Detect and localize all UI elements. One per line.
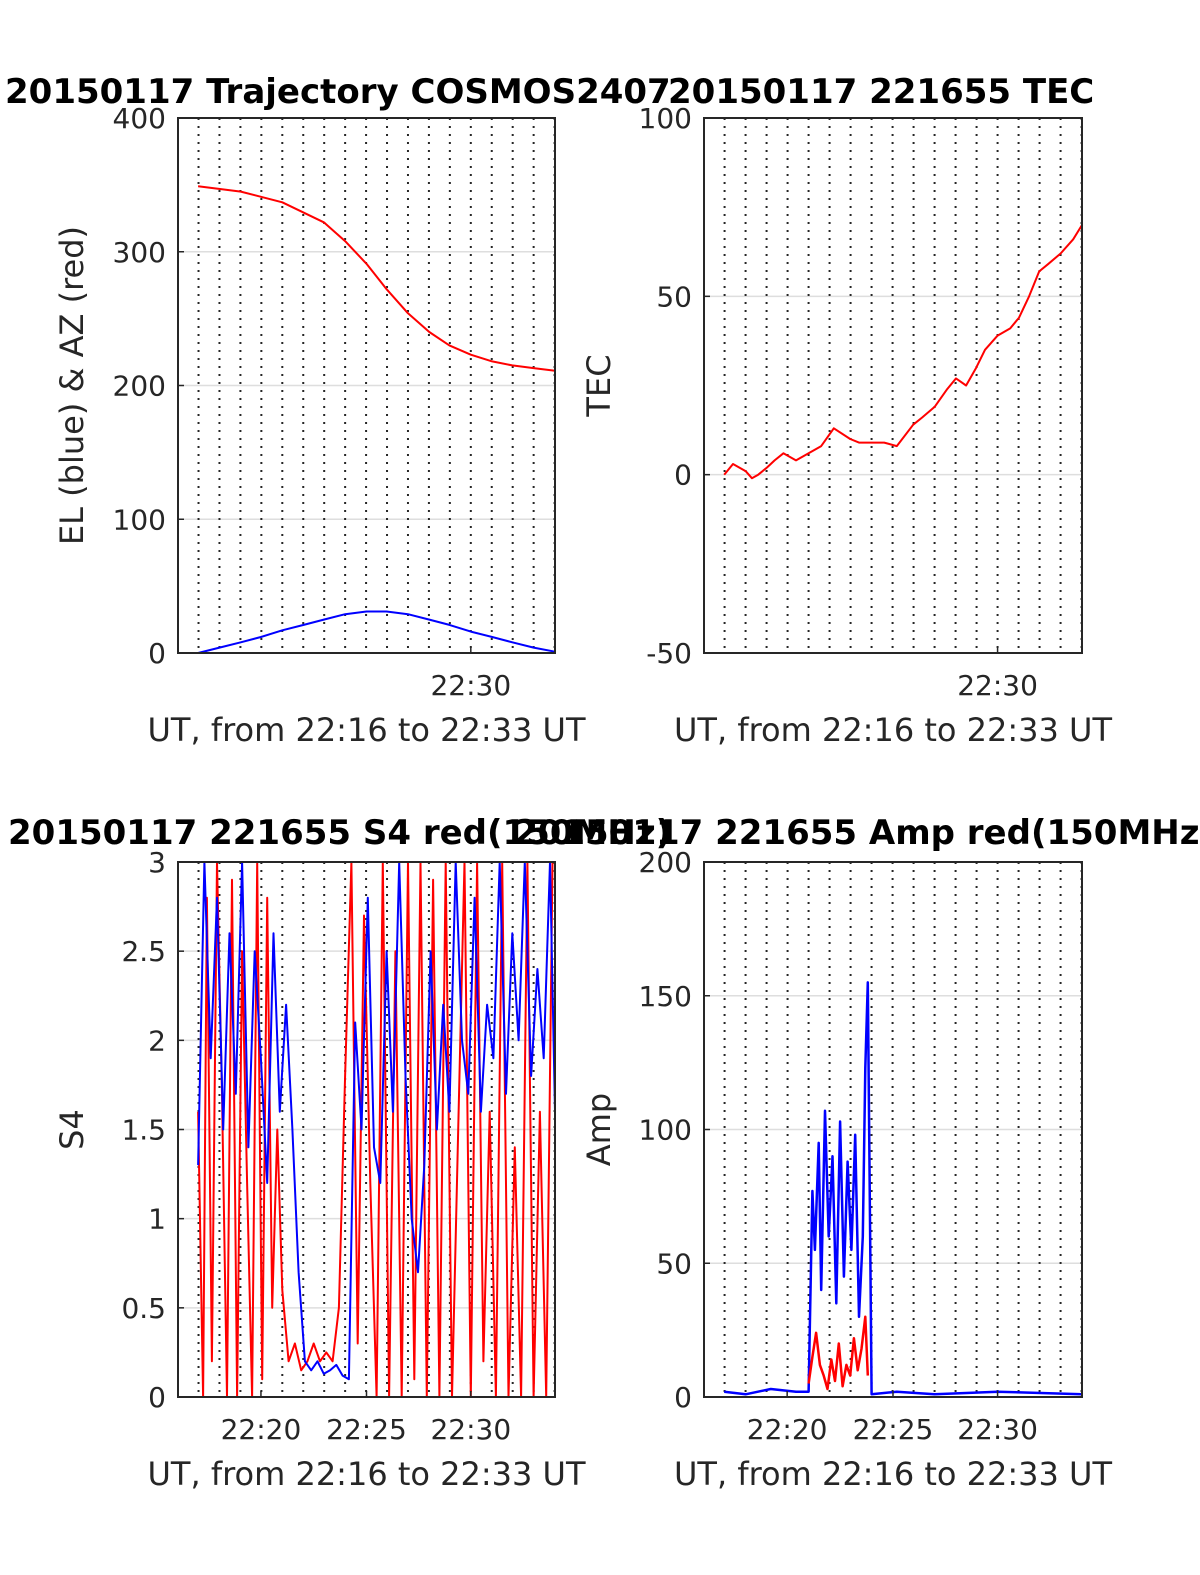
- panel-amp: 0 50 100 150 200 22:20 22:25 22:30 20150117 221…: [514, 813, 1200, 1493]
- x-axis-label: UT, from 22:16 to 22:33 UT: [674, 1455, 1112, 1493]
- chart-title: 20150117 221655 TEC: [668, 72, 1094, 112]
- y-tick-label: 50: [656, 1247, 692, 1280]
- y-axis-label: EL (blue) & AZ (red): [53, 226, 91, 545]
- y-tick-label: 100: [113, 503, 166, 536]
- y-tick-label: 0: [148, 637, 166, 670]
- x-tick-label: 22:20: [221, 1413, 302, 1446]
- x-tick-label: 22:30: [957, 1413, 1038, 1446]
- chart-title: 20150117 221655 Amp red(150MHz): [514, 813, 1200, 853]
- y-tick-label: 2.5: [121, 935, 166, 968]
- panel-s4: 0 0.5 1 1.5 2 2.5 3 22:20 22:25 22:30 20150117 22…: [8, 813, 671, 1493]
- plot-frame: [703, 117, 1083, 654]
- series-line-0: [197, 185, 556, 372]
- y-tick-label: 150: [639, 980, 692, 1013]
- y-tick-label: 100: [639, 102, 692, 135]
- panel-tec: -50 0 50 100 22:30 20150117 221655 TEC UT, f…: [580, 72, 1112, 749]
- y-tick-label: 0: [674, 1381, 692, 1414]
- y-tick-label: 50: [656, 280, 692, 313]
- x-axis-label: UT, from 22:16 to 22:33 UT: [148, 1455, 586, 1493]
- y-tick-label: 1: [148, 1203, 166, 1236]
- y-tick-label: 2: [148, 1024, 166, 1057]
- series-line-0: [724, 981, 1083, 1396]
- y-tick-label: 200: [639, 846, 692, 879]
- y-tick-label: 0: [674, 459, 692, 492]
- x-tick-label: 22:25: [853, 1413, 934, 1446]
- x-tick-label: 22:30: [430, 1413, 511, 1446]
- x-axis-label: UT, from 22:16 to 22:33 UT: [674, 711, 1112, 749]
- y-tick-label: 300: [113, 236, 166, 269]
- series-line-0: [197, 861, 554, 1398]
- y-axis-label: S4: [53, 1109, 91, 1150]
- x-tick-label: 22:30: [957, 669, 1038, 702]
- chart-title: 20150117 Trajectory COSMOS2407: [5, 72, 671, 112]
- series-line-0: [723, 224, 1083, 480]
- y-axis-label: TEC: [580, 354, 618, 417]
- y-tick-label: 0.5: [121, 1292, 166, 1325]
- series-line-1: [197, 861, 556, 1381]
- panel-trajectory: 0 100 200 300 400 22:30 20150117 Trajectory C…: [5, 72, 671, 749]
- y-tick-label: 200: [113, 370, 166, 403]
- y-tick-label: 3: [148, 846, 166, 879]
- y-tick-label: 400: [113, 102, 166, 135]
- series-line-1: [807, 1315, 870, 1391]
- y-tick-label: 100: [639, 1114, 692, 1147]
- series-line-1: [197, 610, 556, 654]
- chart-title: 20150117 221655 S4 red(150MHz): [8, 813, 671, 853]
- y-axis-label: Amp: [580, 1093, 618, 1166]
- x-tick-label: 22:30: [430, 669, 511, 702]
- x-tick-label: 22:25: [326, 1413, 407, 1446]
- x-axis-label: UT, from 22:16 to 22:33 UT: [148, 711, 586, 749]
- y-tick-label: 1.5: [121, 1114, 166, 1147]
- x-tick-label: 22:20: [747, 1413, 828, 1446]
- y-tick-label: -50: [646, 637, 692, 670]
- y-tick-label: 0: [148, 1381, 166, 1414]
